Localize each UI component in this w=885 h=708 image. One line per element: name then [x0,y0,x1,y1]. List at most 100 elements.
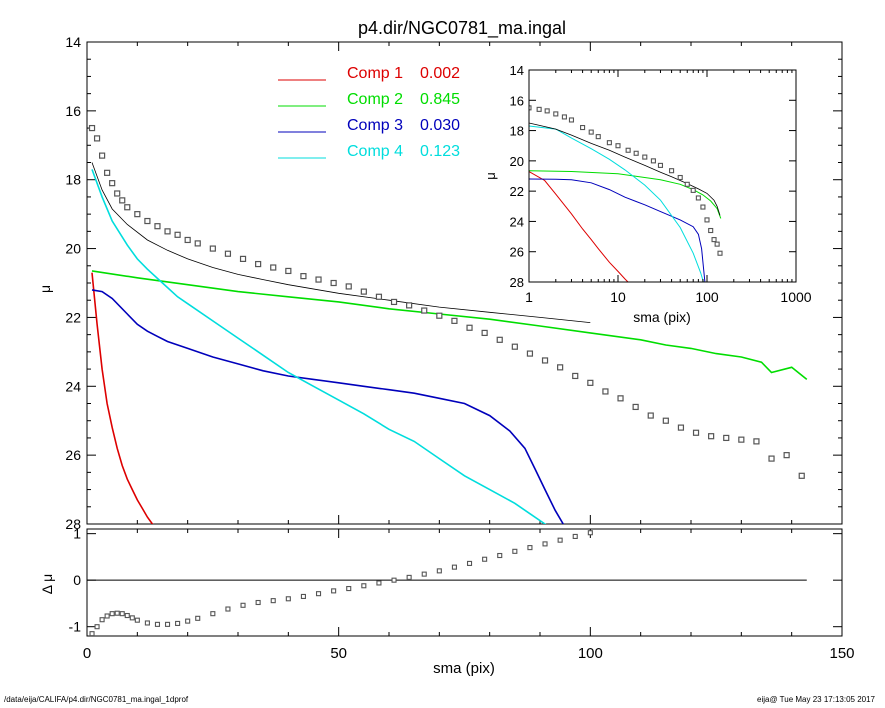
observed-point [677,424,685,431]
observed-point [451,317,458,324]
inset-observed-point [695,195,701,201]
inset-observed-point [708,227,714,234]
observed-point [708,433,715,440]
legend-value: 0.030 [420,117,460,134]
observed-point [390,298,398,306]
residual-point [124,612,130,619]
main-y-label: μ [37,285,53,293]
observed-point [164,228,171,235]
inset-series-comp-4 [529,125,704,282]
residual-frame [86,528,843,637]
observed-point [174,231,181,238]
residual-point [240,602,246,608]
observed-point [93,135,101,142]
main-y-tick-label: 22 [65,309,81,325]
x-tick-label: 0 [83,645,91,662]
observed-point [375,293,383,300]
inset-observed-point [677,174,683,181]
residual-point [114,610,120,616]
residual-point [497,552,503,559]
inset-x-tick-label: 1 [525,289,533,305]
residual-point [331,588,337,594]
main-y-tick-label: 18 [65,172,81,188]
observed-point [144,217,151,225]
inset-observed-point [690,187,696,193]
residual-point [89,631,95,636]
legend: Comp 1 0.002 Comp 2 0.845 Comp 3 0.030 Comp 4 0… [278,65,460,160]
observed-point [421,307,428,314]
residual-point [300,593,306,600]
observed-point [184,236,191,244]
observed-point [632,403,639,411]
observed-point [119,197,126,204]
residual-point [134,617,140,623]
inset-series-model [529,122,721,216]
inset-x-tick-label: 100 [695,289,719,305]
residual-point [361,583,367,589]
observed-point [481,329,488,337]
residual-point [572,533,578,539]
residual-point [587,530,593,536]
observed-point [738,436,745,443]
observed-point [98,152,106,159]
inset-observed-point [595,134,601,140]
observed-point [270,264,277,271]
inset-y-tick-label: 18 [510,124,524,139]
legend-label: Comp 4 [347,143,403,160]
legend-label: Comp 3 [347,117,403,134]
observed-point [315,276,322,283]
residual-y-tick-label: 1 [73,526,81,542]
inset-background [529,70,796,282]
residual-point [129,615,135,621]
inset-observed-point [561,114,567,120]
residual-point [376,580,382,586]
residual-point [94,624,100,630]
residual-point [99,617,105,623]
residual-point [315,591,322,597]
inset-y-tick-label: 22 [510,184,524,199]
inset-observed-point [684,181,690,187]
observed-point [768,455,775,462]
observed-point [345,283,352,290]
observed-point [647,412,654,419]
residual-point [144,620,150,626]
x-tick-label: 150 [829,645,854,662]
residual-y-tick-label: 0 [73,572,81,588]
inset-y-tick-label: 14 [510,63,524,78]
inset-y-tick-label: 16 [510,93,524,108]
observed-point [557,364,564,371]
observed-point [300,273,307,280]
observed-point [124,204,131,211]
observed-point [692,429,700,436]
main-panel: 14 16 18 20 22 24 26 28 μ Comp 1 0.002 Comp 2 0.84… [37,34,843,532]
inset-panel: 14 16 18 20 22 24 26 281 10 100 1000 μ sma (pix) [483,63,812,325]
observed-point [587,379,594,386]
inset-observed-point [714,241,720,247]
inset-y-tick-label: 20 [510,154,524,169]
main-series [88,124,808,524]
observed-point [360,288,367,295]
residual-point [542,541,548,547]
residual-point [154,621,161,627]
observed-point [572,372,579,380]
chart-title: p4.dir/NGC0781_ma.ingal [358,18,566,39]
observed-point [239,255,247,262]
inset-y-tick-label: 28 [510,275,524,290]
inset-y-tick-label: 24 [510,214,524,229]
residual-y-label: Δ μ [39,574,55,595]
residual-point [109,611,115,617]
main-y-tick-label: 16 [65,103,81,119]
observed-point [662,417,669,424]
residual-point [512,548,518,554]
main-y-tick-label: 20 [65,241,81,257]
inset-observed-point [536,106,542,112]
observed-point [209,245,216,252]
inset-axes: 14 16 18 20 22 24 26 281 10 100 1000 [510,63,812,305]
residual-point [175,620,181,626]
residual-point [451,564,457,570]
observed-point [783,452,790,459]
inset-series-comp-3 [529,178,706,282]
inset-observed-point [588,129,594,135]
residual-point [391,577,397,583]
